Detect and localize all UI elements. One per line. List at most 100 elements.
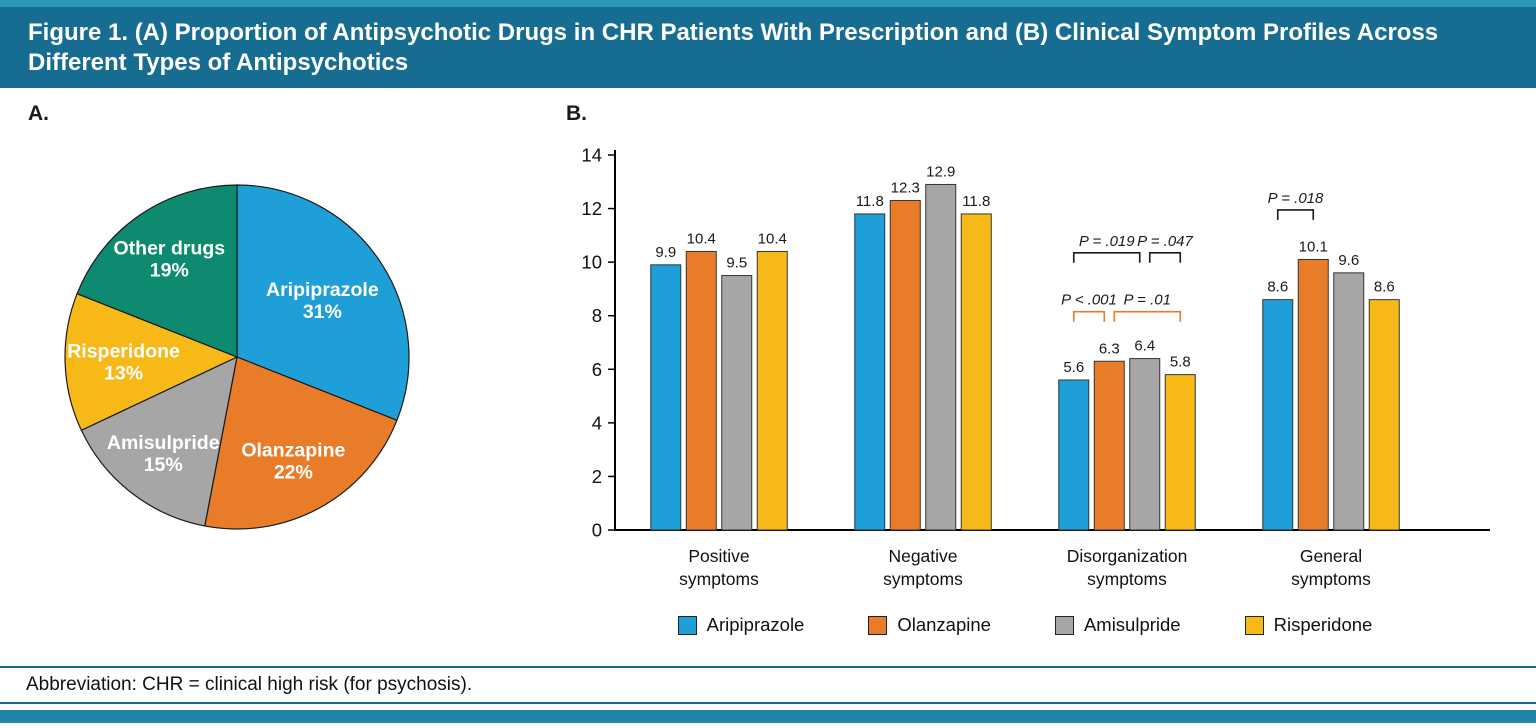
bar-value-label: 5.8 xyxy=(1170,354,1191,371)
bar-risperidone-disorganization xyxy=(1164,374,1196,531)
p-value-label: P < .001 xyxy=(1061,292,1117,309)
legend-swatch-olanzapine xyxy=(868,615,888,635)
category-label-line1: General xyxy=(1300,546,1362,566)
pie-slice-amisulpride xyxy=(80,355,238,527)
bar-aripiprazole-positive xyxy=(650,264,682,531)
bar-aripiprazole-disorganization xyxy=(1058,379,1090,531)
bar-value-label: 11.8 xyxy=(856,193,884,210)
footer-abbreviation: Abbreviation: CHR = clinical high risk (… xyxy=(26,674,473,695)
bar-chart: 0 2 4 6 8 10 12 14 Positive symptoms Negative sympt… xyxy=(545,138,1515,603)
pie-slice-percent-amisulpride: 15% xyxy=(144,454,183,476)
pie-chart: Aripiprazole 31% Olanzapine 22% Amisulpride 1… xyxy=(55,176,419,540)
legend-label-amisulpride: Amisulpride xyxy=(1083,614,1181,635)
bar-value-label: 5.6 xyxy=(1063,359,1084,376)
legend-swatch-aripiprazole xyxy=(677,615,697,635)
bar-olanzapine-positive xyxy=(685,250,717,531)
bar-value-label: 11.8 xyxy=(962,193,990,210)
pie-slice-label-other-drugs: Other drugs xyxy=(114,237,226,259)
p-value-label: P = .047 xyxy=(1137,233,1193,250)
legend-label-risperidone: Risperidone xyxy=(1273,614,1373,635)
panel-a-label: A. xyxy=(28,102,49,125)
bar-aripiprazole-general xyxy=(1262,299,1294,531)
bar-value-label: 9.9 xyxy=(655,244,676,261)
bar-svg: 0 2 4 6 8 10 12 14 Positive symptoms Negative sympt… xyxy=(581,145,1490,589)
bar-risperidone-general xyxy=(1368,299,1400,531)
bar-value-label: 6.3 xyxy=(1099,340,1120,357)
bar-value-label: 8.6 xyxy=(1267,279,1288,296)
pie-slice-label-amisulpride: Amisulpride xyxy=(107,432,220,454)
category-label-line2: symptoms xyxy=(1087,569,1167,589)
bar-olanzapine-general xyxy=(1297,258,1329,531)
bar-value-label: 9.6 xyxy=(1338,252,1359,269)
y-tick-label: 2 xyxy=(592,466,602,487)
bar-value-label: 10.4 xyxy=(687,230,716,247)
legend-item-olanzapine: Olanzapine xyxy=(868,614,991,636)
figure-header: Figure 1. (A) Proportion of Antipsychoti… xyxy=(0,7,1536,88)
bar-risperidone-positive xyxy=(756,250,788,531)
y-tick-label: 6 xyxy=(592,359,602,380)
legend-swatch-amisulpride xyxy=(1054,615,1074,635)
y-tick-label: 4 xyxy=(592,412,602,433)
bar-amisulpride-negative xyxy=(925,183,957,531)
category-label-line1: Negative xyxy=(888,546,957,566)
pie-slice-percent-other-drugs: 19% xyxy=(150,259,189,281)
pie-slice-percent-olanzapine: 22% xyxy=(274,461,313,483)
category-label-line1: Positive xyxy=(688,546,749,566)
legend-label-olanzapine: Olanzapine xyxy=(897,614,991,635)
pie-slice-label-risperidone: Risperidone xyxy=(67,341,180,363)
pie-slice-percent-risperidone: 13% xyxy=(104,363,143,385)
bar-amisulpride-disorganization xyxy=(1129,358,1161,531)
panel-b-label: B. xyxy=(566,102,587,125)
bar-amisulpride-positive xyxy=(721,275,753,531)
y-tick-label: 8 xyxy=(592,305,602,326)
bottom-accent-band xyxy=(0,710,1536,723)
pie-slice-label-olanzapine: Olanzapine xyxy=(241,439,345,461)
figure-title: Figure 1. (A) Proportion of Antipsychoti… xyxy=(28,19,1439,76)
footer-divider-top xyxy=(0,666,1536,668)
pie-svg: Aripiprazole31%Olanzapine22%Amisulpride1… xyxy=(64,184,410,530)
top-accent-strip xyxy=(0,0,1536,7)
y-tick-label: 12 xyxy=(581,198,602,219)
significance-bracket xyxy=(1072,310,1106,322)
significance-bracket xyxy=(1276,209,1315,220)
significance-bracket xyxy=(1148,251,1182,263)
y-tick-label: 10 xyxy=(581,252,602,273)
bar-value-label: 9.5 xyxy=(726,255,747,272)
legend-item-aripiprazole: Aripiprazole xyxy=(677,614,805,636)
bar-olanzapine-negative xyxy=(889,200,921,531)
y-tick-label: 0 xyxy=(592,520,602,541)
bar-risperidone-negative xyxy=(960,213,992,531)
significance-bracket xyxy=(1113,310,1182,322)
legend-label-aripiprazole: Aripiprazole xyxy=(706,614,805,635)
p-value-label: P = .018 xyxy=(1268,190,1324,207)
category-label-line2: symptoms xyxy=(679,569,759,589)
legend-item-risperidone: Risperidone xyxy=(1244,614,1373,636)
bar-value-label: 10.4 xyxy=(758,230,787,247)
p-value-label: P = .01 xyxy=(1124,292,1171,309)
pie-slice-olanzapine xyxy=(204,356,398,530)
bar-aripiprazole-negative xyxy=(854,213,886,531)
category-label-line2: symptoms xyxy=(1291,569,1371,589)
legend: Aripiprazole Olanzapine Amisulpride Risperi… xyxy=(545,614,1505,636)
bar-value-label: 12.3 xyxy=(891,180,920,197)
category-label-line1: Disorganization xyxy=(1067,546,1188,566)
legend-item-amisulpride: Amisulpride xyxy=(1054,614,1181,636)
legend-swatch-risperidone xyxy=(1244,615,1264,635)
pie-slice-risperidone xyxy=(64,292,239,432)
pie-slice-percent-aripiprazole: 31% xyxy=(303,301,342,323)
footer-divider-bottom xyxy=(0,702,1536,704)
bar-olanzapine-disorganization xyxy=(1093,360,1125,531)
p-value-label: P = .019 xyxy=(1079,233,1135,250)
bar-value-label: 12.9 xyxy=(926,163,955,180)
bar-value-label: 10.1 xyxy=(1299,238,1328,255)
pie-slice-label-aripiprazole: Aripiprazole xyxy=(266,279,379,301)
category-label-line2: symptoms xyxy=(883,569,963,589)
pie-slice-other-drugs xyxy=(76,184,238,358)
bar-value-label: 6.4 xyxy=(1134,338,1155,355)
bar-amisulpride-general xyxy=(1333,272,1365,531)
pie-slice-aripiprazole xyxy=(236,184,410,422)
y-tick-label: 14 xyxy=(581,145,602,166)
bar-value-label: 8.6 xyxy=(1374,279,1395,296)
significance-bracket xyxy=(1072,251,1141,263)
